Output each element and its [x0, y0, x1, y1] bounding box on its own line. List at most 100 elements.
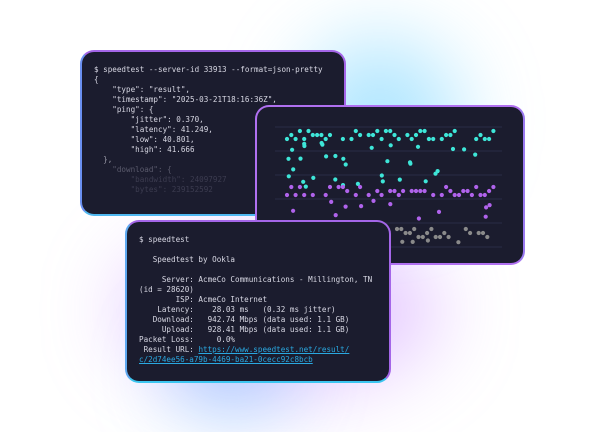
data-dot	[369, 145, 374, 150]
dot-plot	[275, 126, 502, 248]
data-dot	[399, 226, 404, 232]
data-dot	[297, 128, 302, 134]
json-output: $ speedtest --server-id 33913 --format=j…	[82, 52, 344, 195]
isp-line: ISP: AcmeCo Internet	[139, 295, 268, 304]
data-dot	[358, 184, 363, 190]
data-dot	[444, 132, 449, 138]
data-dot	[315, 132, 320, 138]
data-dot	[392, 132, 397, 138]
data-dot	[396, 192, 401, 198]
data-dot	[324, 154, 329, 159]
data-dot	[383, 128, 388, 134]
data-dot	[431, 136, 436, 142]
data-dot	[412, 226, 417, 232]
data-dot	[355, 181, 360, 186]
data-dot	[397, 177, 402, 182]
data-dot	[371, 198, 376, 203]
data-dot	[413, 132, 419, 138]
data-dot	[456, 240, 461, 245]
data-dot	[366, 132, 371, 138]
data-dot	[302, 143, 307, 149]
data-dot	[286, 156, 291, 161]
data-dot	[370, 132, 376, 138]
data-dot	[327, 132, 333, 138]
result-url-link[interactable]: https://www.speedtest.net/result/	[198, 345, 350, 354]
data-dot	[359, 204, 364, 209]
data-dot	[293, 136, 298, 142]
data-dot	[303, 184, 308, 189]
data-dot	[433, 234, 438, 240]
data-dot	[409, 136, 414, 142]
data-dot	[418, 188, 423, 194]
data-dot	[461, 188, 466, 194]
data-dot	[478, 132, 483, 138]
data-dot	[388, 143, 393, 148]
data-dot	[380, 179, 385, 184]
data-dot	[310, 132, 315, 138]
data-dot	[483, 214, 488, 219]
data-dot	[478, 192, 483, 198]
data-dot	[284, 136, 290, 142]
result-url-link-cont[interactable]: c/2d74ee56-a79b-4469-ba21-0cecc92c8bcb	[139, 355, 313, 364]
data-dot	[290, 147, 295, 152]
server-line: Server: AcmeCo Communications - Millingt…	[139, 275, 373, 284]
data-dot	[340, 184, 345, 190]
data-dot	[306, 128, 311, 134]
data-dot	[388, 128, 393, 134]
json-line: "timestamp": "2025-03-21T18:16:36Z",	[94, 95, 277, 104]
data-dot	[297, 184, 302, 190]
data-dot	[491, 128, 496, 134]
data-dot	[452, 192, 457, 198]
data-dot	[345, 188, 350, 194]
data-dot	[426, 136, 431, 142]
data-dot	[379, 136, 384, 142]
data-dot	[284, 192, 290, 198]
data-dot	[487, 203, 492, 208]
data-dot	[480, 230, 486, 236]
upload-line: Upload: 928.41 Mbps (data used: 1.1 GB)	[139, 325, 350, 334]
data-dot	[491, 184, 496, 190]
data-dot	[379, 173, 384, 178]
data-dot	[343, 162, 348, 167]
data-dot	[385, 159, 390, 164]
data-dot	[333, 213, 338, 218]
data-dot	[375, 128, 380, 134]
data-dot	[291, 167, 296, 172]
data-dot	[407, 230, 412, 236]
data-dot	[474, 136, 479, 142]
data-dot	[302, 192, 307, 198]
data-dot	[333, 153, 338, 159]
data-dot	[413, 188, 419, 194]
data-dot	[323, 136, 328, 142]
data-dot	[366, 192, 371, 198]
data-dot	[465, 188, 470, 194]
data-dot	[311, 175, 316, 180]
data-dot	[353, 192, 358, 198]
data-dot	[474, 184, 479, 190]
data-dot	[448, 188, 453, 194]
json-line: "ping": {	[94, 105, 154, 114]
data-dot	[410, 239, 415, 244]
data-dot	[444, 184, 449, 190]
data-dot	[437, 234, 443, 240]
data-dot	[469, 192, 474, 198]
data-dot	[436, 209, 442, 214]
command-line: $ speedtest	[139, 235, 190, 244]
data-dot	[425, 230, 430, 236]
data-dot	[418, 128, 423, 134]
json-line: "bytes": 239152592	[94, 185, 213, 194]
data-dot	[450, 146, 456, 152]
data-dot	[289, 132, 294, 138]
data-dot	[439, 136, 444, 142]
json-line: },	[94, 155, 113, 164]
data-dot	[487, 188, 492, 194]
data-dot	[336, 184, 341, 190]
data-dot	[485, 234, 490, 240]
data-dot	[289, 184, 294, 190]
result-url-label: Result URL:	[139, 345, 199, 354]
data-dot	[435, 169, 440, 174]
json-line: "latency": 41.249,	[94, 125, 213, 134]
data-dot	[310, 192, 315, 198]
data-dot	[298, 156, 303, 161]
data-dot	[375, 188, 380, 194]
